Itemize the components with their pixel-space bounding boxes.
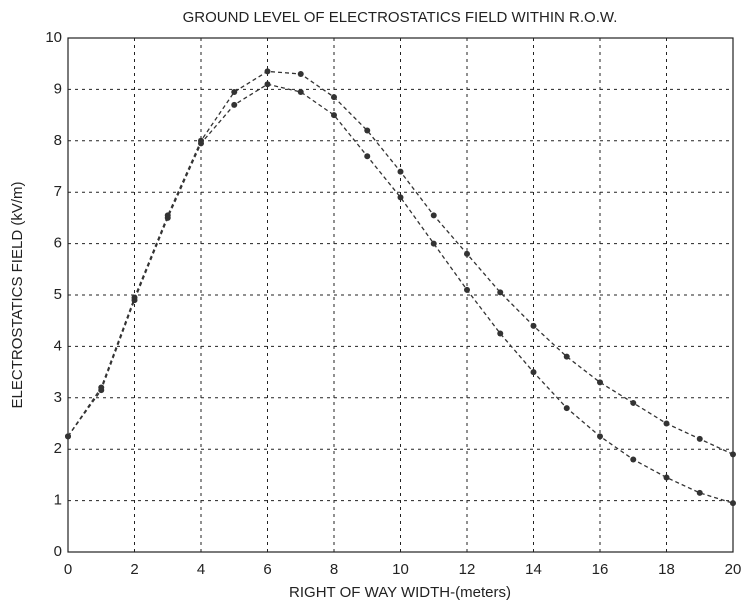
y-tick-label: 8 — [54, 132, 62, 149]
y-tick-label: 3 — [54, 389, 62, 406]
data-point — [98, 387, 105, 394]
x-tick-label: 16 — [592, 561, 609, 578]
data-point — [430, 212, 437, 219]
data-point — [630, 399, 637, 406]
y-tick-label: 1 — [54, 492, 62, 509]
data-point — [331, 112, 337, 119]
data-point — [663, 474, 670, 481]
x-tick-label: 10 — [392, 561, 409, 578]
y-axis-label: ELECTROSTATICS FIELD (kV/m) — [9, 182, 26, 409]
x-tick-label: 2 — [130, 561, 138, 578]
data-point — [397, 194, 404, 201]
x-tick-label: 12 — [459, 561, 476, 578]
x-tick-label: 14 — [525, 561, 542, 578]
data-point — [297, 88, 304, 95]
chart-title: GROUND LEVEL OF ELECTROSTATICS FIELD WIT… — [183, 9, 618, 26]
data-point — [530, 369, 537, 376]
y-tick-label: 4 — [54, 337, 62, 354]
data-point — [65, 433, 71, 440]
x-tick-label: 4 — [197, 561, 205, 578]
data-point — [231, 101, 238, 108]
y-tick-label: 9 — [54, 80, 62, 97]
data-point — [430, 240, 437, 247]
data-point — [464, 286, 470, 293]
y-tick-label: 5 — [54, 286, 62, 303]
data-point — [663, 420, 670, 427]
data-point — [530, 322, 537, 329]
plot-frame — [67, 37, 734, 553]
y-tick-label: 0 — [54, 543, 62, 560]
y-tick-label: 7 — [54, 183, 62, 200]
x-tick-label: 18 — [658, 561, 675, 578]
data-point — [297, 70, 304, 77]
y-tick-label: 2 — [54, 440, 62, 457]
data-point — [630, 456, 637, 463]
data-point — [131, 297, 138, 304]
data-point — [696, 489, 703, 496]
data-point — [597, 379, 603, 386]
y-tick-label: 10 — [45, 29, 62, 46]
y-tick-label: 6 — [54, 235, 62, 252]
data-point — [730, 500, 736, 507]
data-point — [563, 353, 570, 360]
data-point — [264, 81, 271, 88]
data-point — [231, 88, 238, 95]
data-point — [464, 250, 470, 257]
x-tick-label: 0 — [64, 561, 72, 578]
x-tick-label: 6 — [263, 561, 271, 578]
data-point — [364, 153, 371, 160]
data-point — [497, 330, 504, 337]
data-point — [397, 168, 404, 175]
data-point — [331, 94, 337, 101]
data-point — [198, 140, 204, 147]
series-line — [67, 83, 734, 504]
data-point — [597, 433, 603, 440]
data-point — [264, 68, 271, 75]
x-axis-label: RIGHT OF WAY WIDTH-(meters) — [289, 584, 511, 601]
data-point — [696, 435, 703, 442]
data-point — [364, 127, 371, 134]
data-point — [563, 405, 570, 412]
data-point — [497, 289, 504, 296]
x-tick-label: 8 — [330, 561, 338, 578]
x-tick-label: 20 — [725, 561, 742, 578]
data-point — [164, 214, 171, 221]
data-point — [730, 451, 736, 458]
